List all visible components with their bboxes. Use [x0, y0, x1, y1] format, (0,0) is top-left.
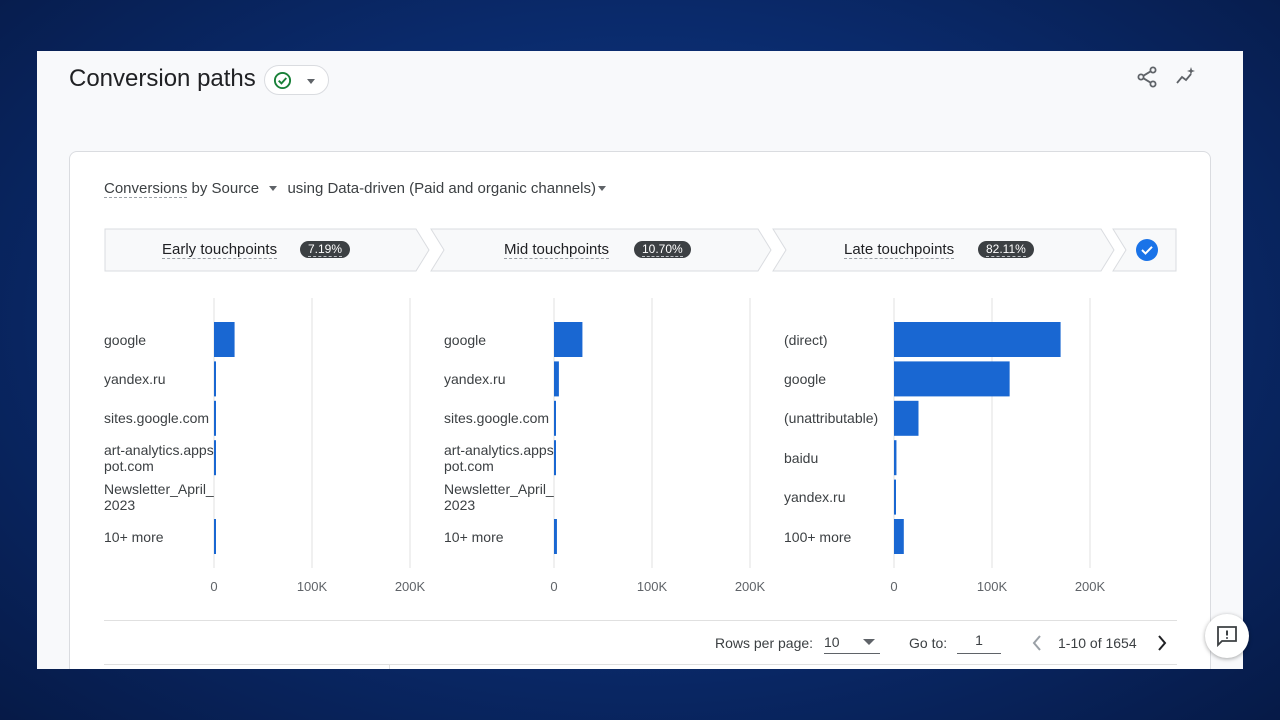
status-chip[interactable] [264, 65, 329, 95]
bar-chart-svg: 0 100K 200K [210, 298, 426, 594]
goto-page-value: 1 [975, 632, 983, 648]
bar[interactable] [554, 440, 556, 476]
category-label: Newsletter_April_2023 [444, 481, 554, 514]
bar-chart-svg: 0 100K 200K [890, 298, 1106, 594]
stage-shape [104, 228, 430, 272]
category-label: Newsletter_April_2023 [104, 481, 214, 514]
feedback-button[interactable] [1205, 614, 1249, 658]
bar[interactable] [214, 440, 216, 476]
late-touchpoints-chart: 0 100K 200K (direct) google (unattributable) b… [784, 298, 1114, 608]
category-label: (unattributable) [784, 410, 879, 427]
bar[interactable] [214, 519, 216, 554]
category-label: art-analytics.appspot.com [444, 441, 554, 474]
feedback-icon [1217, 626, 1237, 648]
bar[interactable] [894, 361, 1010, 397]
bar[interactable] [554, 519, 557, 554]
stage-mid[interactable]: Mid touchpoints 10.70% [430, 228, 772, 272]
divider [104, 664, 1177, 665]
chevron-down-icon [307, 79, 315, 84]
bar[interactable] [214, 400, 216, 436]
divider [104, 620, 1177, 621]
stage-late[interactable]: Late touchpoints 82.11% [772, 228, 1115, 272]
chart-controls: Conversions by Source using Data-driven … [104, 180, 606, 198]
category-label: yandex.ru [784, 489, 846, 506]
stage-label: Mid touchpoints [504, 241, 610, 259]
chevron-down-icon[interactable] [269, 186, 278, 191]
category-label: google [444, 331, 487, 348]
stage-conversion[interactable] [1112, 228, 1177, 272]
x-tick-label: 0 [550, 579, 557, 594]
insights-icon[interactable] [1174, 65, 1198, 89]
stage-percent-badge: 10.70% [634, 241, 691, 258]
chevron-left-icon[interactable] [1028, 632, 1046, 654]
stage-shape [772, 228, 1115, 272]
category-label: 10+ more [104, 528, 164, 545]
bar[interactable] [894, 400, 919, 436]
early-touchpoints-chart: 0 100K 200K google yandex.ru sites.google.com… [104, 298, 434, 608]
bar[interactable] [894, 519, 904, 554]
category-label: yandex.ru [444, 370, 506, 387]
bar[interactable] [554, 400, 556, 436]
bar[interactable] [894, 479, 896, 515]
x-tick-label: 100K [297, 579, 328, 594]
category-label: sites.google.com [444, 410, 550, 427]
page-title: Conversion paths [69, 65, 256, 92]
goto-page-input[interactable]: 1 [957, 630, 1001, 654]
rows-per-page-label: Rows per page: [715, 635, 814, 651]
x-tick-label: 100K [977, 579, 1008, 594]
x-tick-label: 0 [210, 579, 217, 594]
table-divider [389, 664, 390, 669]
bar[interactable] [214, 322, 235, 357]
category-label: google [784, 370, 827, 387]
rows-per-page-value: 10 [824, 634, 840, 650]
stage-shape [430, 228, 772, 272]
goto-label: Go to: [909, 635, 948, 651]
stage-label: Late touchpoints [844, 241, 955, 259]
category-label: (direct) [784, 331, 828, 348]
x-tick-label: 200K [735, 579, 766, 594]
report-page: Conversion paths Conversions by Source u… [37, 51, 1243, 669]
page-range: 1-10 of 1654 [1058, 635, 1137, 651]
category-label: yandex.ru [104, 370, 166, 387]
category-label: sites.google.com [104, 410, 210, 427]
bar[interactable] [214, 361, 216, 397]
x-tick-label: 200K [1075, 579, 1106, 594]
check-circle-icon [273, 71, 292, 90]
attribution-model-selector[interactable]: using Data-driven (Paid and organic chan… [287, 180, 596, 197]
chevron-right-icon[interactable] [1153, 632, 1171, 654]
bar-chart-svg: 0 100K 200K [550, 298, 766, 594]
category-label: 10+ more [444, 528, 504, 545]
stage-percent-badge: 82.11% [978, 241, 1034, 258]
x-tick-label: 100K [637, 579, 668, 594]
conversion-paths-card: Conversions by Source using Data-driven … [69, 151, 1211, 669]
rows-per-page-select[interactable]: 10 [824, 630, 880, 654]
touchpoint-stages: Early touchpoints 7.19% Mid touchpoints … [104, 228, 1177, 272]
stage-shape [1112, 228, 1177, 272]
share-icon[interactable] [1135, 65, 1159, 89]
dimension-selector[interactable]: by Source [191, 180, 260, 197]
category-label: 100+ more [784, 528, 852, 545]
chevron-down-icon [863, 639, 875, 645]
bar[interactable] [554, 322, 583, 357]
x-tick-label: 200K [395, 579, 426, 594]
metric-selector[interactable]: Conversions [104, 180, 188, 198]
mid-touchpoints-chart: 0 100K 200K google yandex.ru sites.google.com… [444, 298, 774, 608]
stage-label: Early touchpoints [162, 241, 278, 259]
bar[interactable] [894, 322, 1061, 357]
check-circle-icon [1136, 239, 1158, 261]
x-tick-label: 0 [890, 579, 897, 594]
category-label: google [104, 331, 147, 348]
chevron-down-icon[interactable] [597, 186, 606, 191]
bar[interactable] [554, 361, 559, 397]
category-label: baidu [784, 449, 819, 466]
bar[interactable] [894, 440, 897, 476]
stage-percent-badge: 7.19% [300, 241, 351, 258]
stage-early[interactable]: Early touchpoints 7.19% [104, 228, 430, 272]
category-label: art-analytics.appspot.com [104, 441, 214, 474]
